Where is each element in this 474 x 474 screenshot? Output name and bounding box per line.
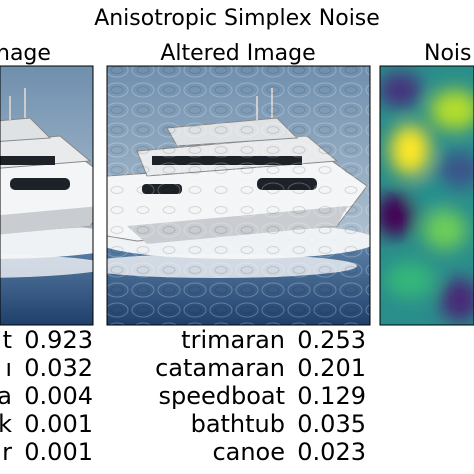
prediction-label: speedboat	[158, 382, 285, 410]
prediction-score: 0.004	[24, 382, 93, 410]
prediction-score: 0.923	[24, 326, 93, 354]
prediction-label: canoe	[212, 438, 285, 466]
noise-image	[380, 66, 474, 325]
prediction-label: a	[0, 382, 12, 410]
prediction-score: 0.032	[24, 354, 93, 382]
prediction-label: ı	[5, 354, 12, 382]
prediction-score: 0.035	[297, 410, 366, 438]
prediction-score: 0.129	[297, 382, 366, 410]
prediction-score: 0.001	[24, 410, 93, 438]
altered-image	[107, 66, 370, 325]
prediction-label: t	[3, 326, 12, 354]
prediction-score: 0.253	[297, 326, 366, 354]
prediction-score: 0.001	[24, 438, 93, 466]
predictions: t 0.923 ı 0.032 a 0.004 k 0.001 r 0.001 trimaran 0.…	[0, 326, 366, 466]
panel-title: Altered Image	[160, 41, 315, 66]
prediction-score: 0.201	[297, 354, 366, 382]
prediction-score: 0.023	[297, 438, 366, 466]
prediction-label: r	[2, 438, 12, 466]
prediction-label: catamaran	[155, 354, 285, 382]
panel-title: nage	[0, 41, 51, 66]
panel-title: Nois	[424, 41, 472, 66]
prediction-label: trimaran	[181, 326, 285, 354]
figure-title: Anisotropic Simplex Noise	[94, 6, 380, 31]
prediction-label: bathtub	[191, 410, 285, 438]
prediction-label: k	[0, 410, 12, 438]
